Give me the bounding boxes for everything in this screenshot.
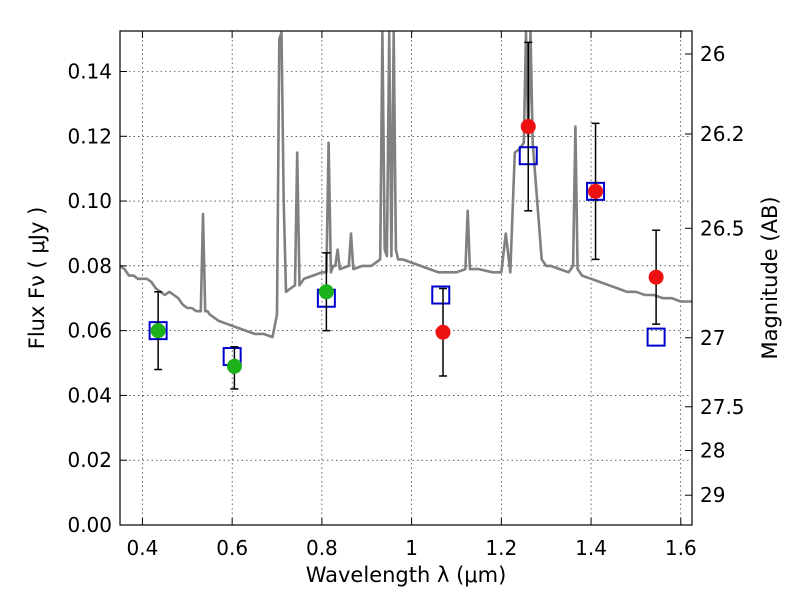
x-tick-label: 0.8 xyxy=(306,536,338,560)
y-tick-label: 0.06 xyxy=(67,319,112,343)
observed-point xyxy=(226,358,242,374)
right-tick-label: 26.2 xyxy=(700,122,745,146)
axis-ticks: 0.4 0.6 0.8 1 1.2 1.4 1.6 0.00 0.02 0.04 0.06 0.08 0… xyxy=(67,31,745,560)
y-tick-label: 0.12 xyxy=(67,124,112,148)
right-tick-label: 26 xyxy=(700,42,725,66)
plot-background xyxy=(120,31,692,525)
observed-point xyxy=(588,183,604,199)
y-right-axis-title: Magnitude (AB) xyxy=(758,196,782,359)
observed-point xyxy=(318,284,334,300)
observed-point xyxy=(648,269,664,285)
x-tick-label: 1.6 xyxy=(665,536,697,560)
observed-point xyxy=(150,323,166,339)
observed-point xyxy=(435,324,451,340)
y-tick-label: 0.02 xyxy=(67,448,112,472)
x-tick-label: 0.4 xyxy=(127,536,159,560)
data-layer xyxy=(120,31,692,390)
right-tick-label: 26.5 xyxy=(700,216,745,240)
y-tick-label: 0.00 xyxy=(67,513,112,537)
x-tick-label: 1.2 xyxy=(485,536,517,560)
model-photometry-square xyxy=(646,327,666,347)
x-tick-label: 1 xyxy=(405,536,418,560)
right-tick-label: 28 xyxy=(700,438,725,462)
right-tick-label: 27 xyxy=(700,326,725,350)
y-tick-label: 0.08 xyxy=(67,254,112,278)
x-tick-label: 1.4 xyxy=(575,536,607,560)
y-tick-label: 0.14 xyxy=(67,59,112,83)
x-axis-title: Wavelength λ (μm) xyxy=(306,563,507,587)
model-photometry-square xyxy=(431,285,451,305)
y-axis-title: Flux Fν ( μJy ) xyxy=(25,207,49,350)
y-tick-label: 0.04 xyxy=(67,383,112,407)
x-tick-label: 0.6 xyxy=(216,536,248,560)
observed-point xyxy=(520,119,536,135)
spectrum-line xyxy=(120,31,692,339)
right-tick-label: 27.5 xyxy=(700,395,745,419)
plot-frame xyxy=(119,30,693,526)
y-tick-label: 0.10 xyxy=(67,189,112,213)
right-tick-label: 29 xyxy=(700,483,725,507)
